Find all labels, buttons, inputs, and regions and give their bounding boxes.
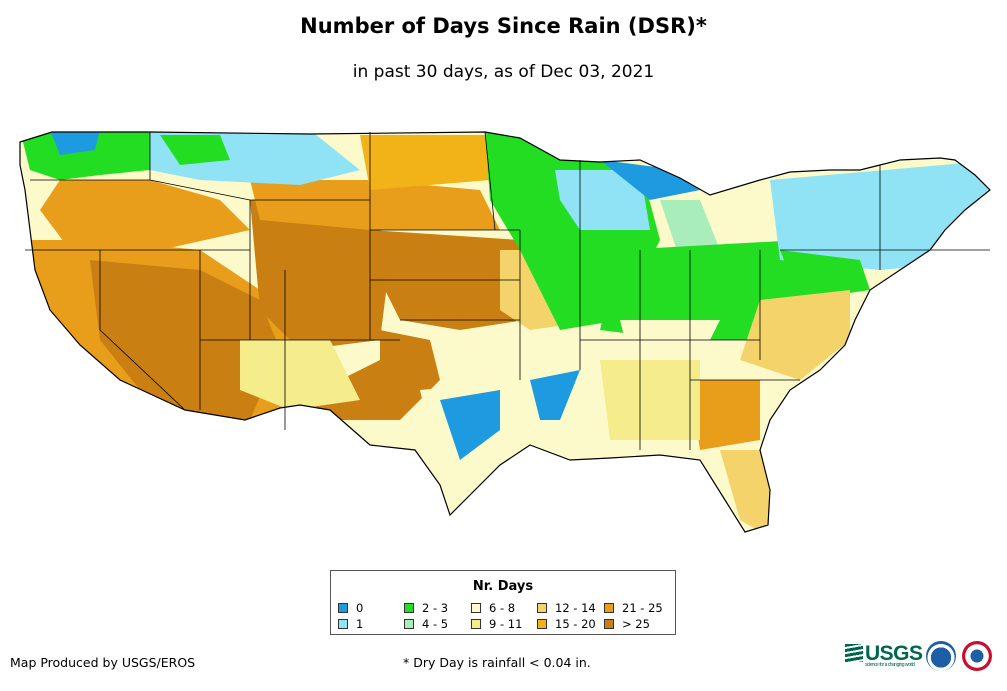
- legend-label: 4 - 5: [422, 617, 449, 631]
- region-virginia-carolinas: [740, 290, 850, 380]
- legend-swatch: [537, 603, 547, 613]
- legend-label: 21 - 25: [622, 601, 663, 615]
- region-wyoming-dakotas: [250, 180, 500, 230]
- region-central-texas: [440, 390, 500, 460]
- region-pennsylvania: [780, 250, 870, 300]
- legend-label: 12 - 14: [555, 601, 596, 615]
- border-nd-mn: [484, 131, 496, 231]
- usgs-logo: USGS science for a changing world: [845, 642, 923, 668]
- region-georgia: [690, 380, 760, 450]
- border-id-mt: [149, 179, 251, 201]
- region-lower-michigan: [660, 200, 720, 260]
- nws-logo: [962, 641, 992, 671]
- legend-label: 15 - 20: [555, 617, 596, 631]
- legend-swatch: [404, 603, 414, 613]
- region-wisconsin: [555, 170, 650, 230]
- legend-item-6: 12 - 14: [537, 602, 596, 614]
- region-idaho-panhandle: [160, 135, 230, 165]
- region-florida: [720, 450, 780, 532]
- border-ca-nv-diag: [99, 329, 186, 411]
- legend-item-8: 21 - 25: [604, 602, 663, 614]
- dsr-fill: [20, 132, 990, 532]
- region-oregon-idaho: [40, 180, 250, 250]
- legend-swatch: [338, 619, 348, 629]
- legend: Nr. Days 0 1 2 - 3 4 - 5 6 - 8 9 - 11 12…: [330, 570, 676, 635]
- legend-swatch: [604, 603, 614, 613]
- legend-item-3: 4 - 5: [404, 618, 448, 630]
- legend-label: 6 - 8: [489, 601, 516, 615]
- legend-item-1: 1: [338, 618, 363, 630]
- legend-swatch: [404, 619, 414, 629]
- legend-item-2: 2 - 3: [404, 602, 448, 614]
- legend-item-5: 9 - 11: [471, 618, 522, 630]
- legend-label: 9 - 11: [489, 617, 523, 631]
- region-north-dakota: [360, 135, 490, 190]
- region-arkansas-louisiana: [530, 370, 580, 420]
- region-washington: [20, 132, 150, 180]
- legend-item-7: 15 - 20: [537, 618, 596, 630]
- region-new-mexico: [240, 340, 360, 410]
- dry-day-footnote: * Dry Day is rainfall < 0.04 in.: [403, 655, 591, 670]
- legend-item-4: 6 - 8: [471, 602, 515, 614]
- noaa-logo: [926, 641, 956, 671]
- map-title: Number of Days Since Rain (DSR)*: [300, 14, 707, 38]
- usgs-tagline: science for a changing world: [865, 662, 915, 668]
- usgs-logo-text: USGS: [865, 642, 923, 665]
- legend-label: 2 - 3: [422, 601, 449, 615]
- dsr-map: [19, 131, 991, 533]
- legend-swatch: [537, 619, 547, 629]
- region-puget-sound: [50, 132, 100, 155]
- legend-label: 0: [356, 601, 364, 615]
- legend-item-0: 0: [338, 602, 363, 614]
- legend-swatch: [604, 619, 614, 629]
- map-credit: Map Produced by USGS/EROS: [10, 655, 196, 670]
- legend-label: 1: [356, 617, 364, 631]
- map-subtitle: in past 30 days, as of Dec 03, 2021: [352, 62, 655, 82]
- legend-item-9: > 25: [604, 618, 650, 630]
- legend-swatch: [338, 603, 348, 613]
- legend-swatch: [471, 619, 481, 629]
- region-alabama-mississippi: [600, 360, 700, 440]
- usgs-waves-icon: [845, 644, 863, 662]
- legend-swatch: [471, 603, 481, 613]
- legend-label: > 25: [622, 617, 650, 631]
- region-great-basin: [90, 260, 280, 420]
- legend-title: Nr. Days: [472, 579, 534, 594]
- state-borders: [25, 131, 990, 450]
